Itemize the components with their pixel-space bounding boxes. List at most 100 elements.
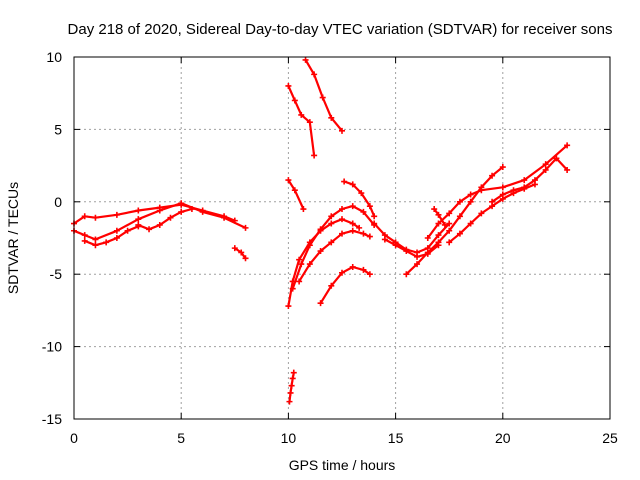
- data-point: [467, 198, 474, 205]
- series-arc-13: [341, 178, 378, 220]
- data-point: [298, 261, 305, 268]
- data-point: [311, 152, 318, 159]
- series-arc-14: [286, 369, 297, 405]
- data-point: [564, 142, 571, 149]
- data-point: [113, 235, 120, 241]
- series-trace: [287, 179, 305, 211]
- series-arc-17: [403, 164, 506, 278]
- data-point: [306, 261, 313, 268]
- series-arc-5: [231, 245, 249, 262]
- y-axis-label: SDTVAR / TECUs: [5, 182, 21, 294]
- data-point: [178, 200, 185, 207]
- data-point: [317, 248, 324, 255]
- data-point: [124, 227, 131, 234]
- data-point: [403, 248, 410, 255]
- data-series: [71, 56, 571, 405]
- data-point: [499, 164, 506, 171]
- data-point: [199, 208, 206, 215]
- x-tick-label: 15: [388, 430, 404, 446]
- data-point: [302, 56, 309, 63]
- data-point: [306, 119, 313, 126]
- data-point: [135, 207, 142, 214]
- data-point: [467, 220, 474, 227]
- data-point: [291, 187, 298, 194]
- x-tick-label: 5: [177, 430, 185, 446]
- data-point: [521, 177, 528, 184]
- y-tick-label: 10: [46, 49, 62, 65]
- data-point: [339, 269, 345, 276]
- data-point: [296, 256, 303, 263]
- data-point: [135, 221, 142, 228]
- data-point: [542, 166, 549, 173]
- data-point: [360, 208, 367, 215]
- data-point: [349, 227, 356, 234]
- data-point: [489, 198, 496, 205]
- data-point: [381, 236, 388, 243]
- data-point: [188, 206, 195, 213]
- series-arc-3: [81, 223, 142, 249]
- data-point: [311, 71, 318, 78]
- data-point: [135, 216, 142, 223]
- data-point: [366, 233, 373, 240]
- series-arc-21: [431, 206, 448, 228]
- y-tick-label: -15: [42, 411, 62, 427]
- data-point: [467, 191, 474, 198]
- data-point: [286, 398, 293, 405]
- data-point: [435, 232, 442, 239]
- series-trace: [319, 265, 371, 305]
- series-trace: [343, 180, 376, 218]
- data-point: [328, 213, 335, 220]
- y-tick-label: 0: [54, 194, 62, 210]
- data-point: [156, 207, 163, 214]
- data-point: [446, 220, 453, 227]
- data-point: [287, 389, 294, 396]
- data-point: [356, 224, 363, 231]
- series-arc-7: [302, 56, 345, 134]
- data-point: [456, 213, 463, 220]
- axis-ticks: 0 5 10 15 20 25 -15 -10 -5 0 5 10: [42, 49, 618, 446]
- data-point: [441, 221, 448, 228]
- x-tick-label: 25: [602, 430, 618, 446]
- plot-frame: [73, 56, 611, 420]
- data-point: [92, 214, 99, 221]
- data-point: [288, 382, 295, 389]
- data-point: [306, 242, 313, 249]
- data-point: [531, 177, 538, 184]
- data-point: [446, 239, 453, 246]
- data-point: [328, 220, 335, 227]
- series-trace: [72, 203, 236, 225]
- series-trace: [304, 58, 344, 132]
- data-point: [81, 232, 88, 239]
- data-point: [456, 230, 463, 237]
- data-point: [478, 210, 485, 217]
- data-point: [339, 206, 345, 213]
- data-point: [371, 213, 378, 220]
- data-point: [499, 191, 506, 198]
- data-point: [553, 155, 560, 162]
- data-point: [431, 206, 438, 213]
- data-point: [349, 220, 356, 227]
- data-point: [424, 249, 431, 256]
- data-point: [435, 220, 442, 227]
- data-point: [366, 203, 373, 210]
- data-point: [435, 239, 442, 246]
- series-arc-19: [446, 181, 538, 246]
- data-point: [341, 178, 348, 185]
- data-point: [414, 261, 421, 268]
- series-arc-10: [289, 203, 378, 292]
- series-arc-8: [285, 177, 307, 213]
- series-arc-4: [135, 206, 195, 233]
- data-point: [298, 111, 305, 118]
- data-point: [178, 208, 185, 215]
- data-point: [358, 190, 365, 197]
- data-point: [317, 226, 324, 233]
- data-point: [317, 300, 324, 307]
- x-tick-label: 10: [281, 430, 297, 446]
- data-point: [446, 227, 453, 234]
- data-point: [113, 211, 120, 218]
- data-point: [371, 220, 378, 227]
- data-point: [113, 227, 120, 234]
- series-arc-18: [424, 142, 571, 241]
- data-point: [328, 282, 335, 289]
